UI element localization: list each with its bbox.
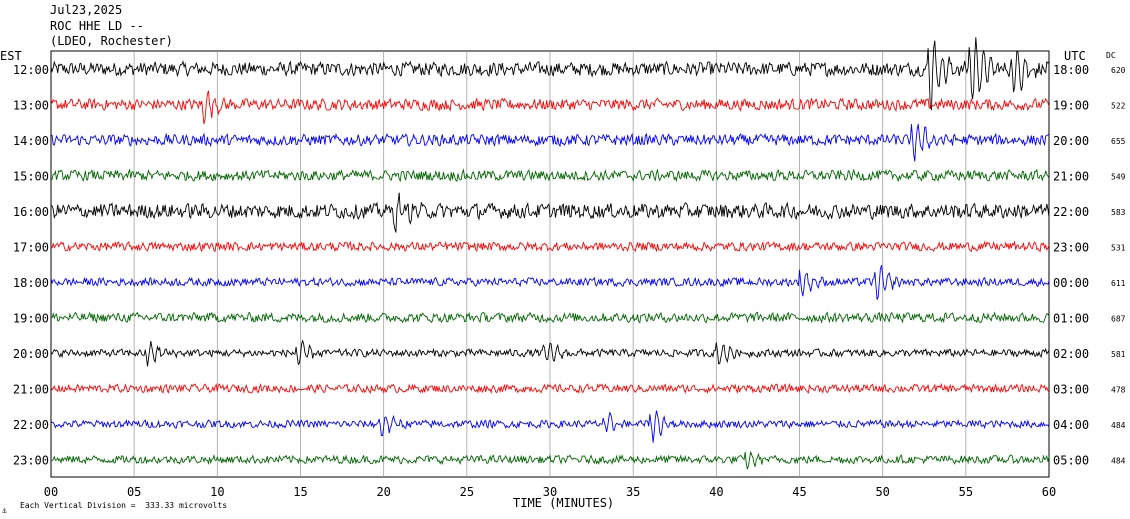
utc-hour-label: 02:00: [1053, 347, 1089, 361]
utc-hour-label: 19:00: [1053, 99, 1089, 113]
dc-offset-label: 583: [1111, 208, 1126, 217]
x-tick-label: 00: [44, 485, 58, 499]
x-tick-label: 60: [1042, 485, 1056, 499]
record-date: Jul23,2025: [50, 3, 123, 17]
est-hour-label: 15:00: [13, 170, 49, 184]
seismic-traces: [50, 37, 1050, 470]
dc-offset-labels: 620 522 655 549 583 531 611 687 581 478 484 484: [1111, 66, 1126, 466]
dc-offset-label: 655: [1111, 137, 1126, 146]
dc-axis-label: DC: [1106, 51, 1116, 60]
seismic-trace: [50, 339, 1050, 367]
seismic-trace: [50, 240, 1050, 253]
dc-offset-label: 620: [1111, 66, 1126, 75]
x-tick-label: 40: [709, 485, 723, 499]
est-hour-label: 14:00: [13, 134, 49, 148]
x-tick-label: 10: [210, 485, 224, 499]
utc-hour-label: 04:00: [1053, 418, 1089, 432]
seismic-trace: [50, 451, 1050, 470]
utc-hour-label: 22:00: [1053, 205, 1089, 219]
est-hour-label: 17:00: [13, 241, 49, 255]
minute-gridlines: [133, 51, 967, 477]
utc-hour-label: 01:00: [1053, 312, 1089, 326]
seismic-trace: [50, 311, 1050, 324]
dc-offset-label: 531: [1111, 244, 1126, 253]
est-hour-label: 18:00: [13, 276, 49, 290]
seismic-trace: [50, 382, 1050, 394]
est-hour-label: 20:00: [13, 347, 49, 361]
seismic-trace: [50, 37, 1050, 111]
x-tick-label: 15: [293, 485, 307, 499]
est-axis-label: EST: [0, 49, 22, 63]
dc-offset-label: 611: [1111, 279, 1126, 288]
dc-offset-label: 484: [1111, 457, 1126, 466]
utc-hour-label: 03:00: [1053, 383, 1089, 397]
utc-axis-label: UTC: [1064, 49, 1086, 63]
station-code: ROC HHE LD --: [50, 19, 144, 33]
seismic-trace: [50, 410, 1050, 443]
x-tick-label: 45: [792, 485, 806, 499]
est-hour-label: 16:00: [13, 205, 49, 219]
x-tick-label: 50: [875, 485, 889, 499]
dc-offset-label: 581: [1111, 350, 1126, 359]
utc-hour-label: 00:00: [1053, 276, 1089, 290]
utc-hour-label: 05:00: [1053, 454, 1089, 468]
seismic-trace: [50, 264, 1050, 300]
est-hour-labels: 12:00 13:00 14:00 15:00 16:00 17:00 18:00 19:00…: [13, 63, 49, 468]
utc-hour-label: 20:00: [1053, 134, 1089, 148]
est-hour-label: 13:00: [13, 99, 49, 113]
network-name: (LDEO, Rochester): [50, 34, 173, 48]
est-hour-label: 23:00: [13, 454, 49, 468]
est-hour-label: 21:00: [13, 383, 49, 397]
dc-offset-label: 522: [1111, 102, 1126, 111]
seismic-trace: [50, 123, 1050, 162]
utc-hour-label: 18:00: [1053, 63, 1089, 77]
x-tick-label: 25: [460, 485, 474, 499]
est-hour-label: 19:00: [13, 312, 49, 326]
seismic-trace: [50, 192, 1050, 233]
dc-offset-label: 478: [1111, 386, 1126, 395]
utc-hour-label: 23:00: [1053, 241, 1089, 255]
x-tick-label: 05: [127, 485, 141, 499]
utc-hour-labels: 18:00 19:00 20:00 21:00 22:00 23:00 00:00 01:00…: [1053, 63, 1089, 468]
x-tick-labels: 00 05 10 15 20 25 30 35 40 45 50 55 60: [44, 485, 1056, 499]
seismic-trace: [50, 168, 1050, 183]
est-hour-label: 22:00: [13, 418, 49, 432]
x-axis-title: TIME (MINUTES): [513, 496, 614, 510]
vertical-scale-note: Each Vertical Division = 333.33 microvol…: [20, 501, 228, 510]
x-tick-label: 20: [376, 485, 390, 499]
utc-hour-label: 21:00: [1053, 170, 1089, 184]
est-hour-label: 12:00: [13, 63, 49, 77]
x-tick-label: 35: [626, 485, 640, 499]
seismic-trace: [50, 90, 1050, 124]
scale-mark-icon: ⚓: [2, 506, 7, 515]
dc-offset-label: 484: [1111, 421, 1126, 430]
x-tick-label: 30: [543, 485, 557, 499]
dc-offset-label: 549: [1111, 173, 1126, 182]
x-tick-label: 55: [959, 485, 973, 499]
dc-offset-label: 687: [1111, 315, 1126, 324]
